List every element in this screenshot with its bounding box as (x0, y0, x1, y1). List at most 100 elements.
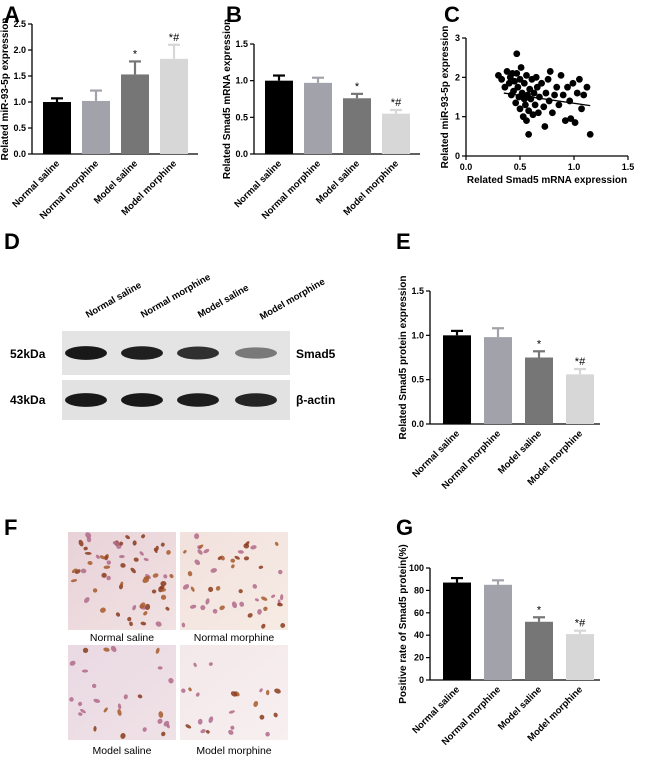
ihc-cell (181, 688, 186, 693)
ihc-cell (182, 584, 190, 590)
ihc-cell (155, 621, 162, 627)
ihc-cell (230, 725, 235, 730)
scatter-point (561, 117, 569, 124)
ihc-cell (83, 546, 88, 551)
band-size-label: 43kDa (10, 393, 46, 407)
ihc-cell (189, 604, 197, 609)
scatter-point (549, 109, 556, 117)
bar (343, 98, 371, 154)
ihc-cell (257, 608, 262, 615)
ihc-cell (95, 554, 100, 559)
significance-mark: *# (169, 32, 180, 44)
scatter-point (567, 115, 575, 123)
bar (121, 74, 149, 154)
ihc-cell (123, 694, 128, 700)
ihc-cell (115, 612, 121, 617)
scatter-point (538, 79, 545, 87)
bar (484, 337, 512, 424)
ihc-cell (187, 571, 193, 577)
ihc-cell (117, 703, 122, 710)
bar (525, 621, 553, 680)
scatter-point (513, 50, 521, 58)
significance-mark: *# (575, 618, 586, 630)
ihc-cell (129, 621, 133, 627)
scatter-point (503, 68, 511, 75)
ihc-cell (254, 598, 260, 602)
ihc-cell (208, 716, 214, 723)
scatter-point (531, 101, 539, 109)
ihc-cell (271, 594, 276, 598)
ihc-cell (119, 554, 125, 559)
ihc-cell (86, 536, 92, 543)
scatter-point (513, 70, 521, 77)
y-tick-label: 2 (455, 72, 460, 82)
ihc-cell (141, 534, 146, 539)
ihc-cell (274, 688, 281, 694)
ihc-cell (119, 541, 124, 546)
ihc-cell (133, 557, 139, 562)
blot-band (235, 393, 277, 407)
bar (566, 634, 594, 680)
ihc-cell (103, 647, 110, 652)
trend-line (503, 92, 591, 107)
ihc-cell (106, 575, 111, 581)
ihc-cell (243, 543, 250, 549)
scatter-point (544, 75, 552, 83)
western-blot: Normal saline Normal morphine Model sali… (10, 272, 336, 420)
y-tick-label: 0.5 (411, 375, 424, 385)
ihc-cell (228, 710, 235, 714)
ihc-cell (231, 601, 238, 609)
bar (265, 80, 293, 154)
ihc-cell (101, 572, 107, 578)
ihc-cell (93, 698, 101, 703)
ihc-cell (92, 588, 98, 593)
scatter-point (522, 101, 529, 109)
x-tick-label: 1.5 (622, 162, 635, 172)
scatter-point (551, 91, 558, 99)
bar (82, 100, 110, 154)
y-axis-title: Related Smad5 mRNA expression (222, 19, 233, 179)
bar (443, 335, 471, 424)
ihc-cell (103, 707, 108, 713)
ihc-cell (160, 594, 167, 600)
ihc-cell (181, 622, 186, 628)
ihc-cell (280, 594, 284, 601)
panel-letter-c: C (444, 2, 460, 27)
ihc-cell (195, 692, 200, 697)
ihc-cell (205, 598, 210, 605)
y-tick-label: 1.0 (13, 97, 26, 107)
significance-mark: * (537, 604, 542, 616)
panel-letter-f: F (4, 515, 17, 540)
ihc-cell (155, 545, 159, 552)
scatter-point (529, 111, 537, 119)
ihc-cell (250, 545, 257, 550)
ihc-cell (237, 550, 244, 554)
ihc-cell (125, 535, 130, 540)
ihc-image-normal-morphine (180, 532, 288, 630)
ihc-cell (132, 540, 137, 546)
ihc-cell (230, 691, 238, 697)
panel-letter-e: E (396, 229, 411, 254)
ihc-cell (210, 568, 217, 573)
ihc-cell (161, 731, 166, 737)
ihc-cell (87, 561, 93, 565)
ihc-cell (78, 539, 84, 547)
significance-mark: * (133, 48, 138, 60)
ihc-cell (243, 556, 250, 561)
bar (484, 584, 512, 680)
scatter-point (580, 91, 588, 99)
ihc-caption: Model morphine (196, 745, 271, 757)
ihc-caption: Normal morphine (194, 632, 275, 644)
ihc-cell (139, 551, 144, 556)
blot-band (177, 346, 219, 360)
y-tick-label: 0.0 (13, 149, 26, 159)
y-tick-label: 3 (455, 33, 460, 43)
scatter-point (510, 87, 517, 95)
scatter-point (559, 91, 567, 99)
ihc-cell (142, 727, 147, 732)
y-tick-label: 0.5 (235, 112, 248, 122)
ihc-cell (137, 694, 143, 699)
ihc-cell (258, 565, 264, 569)
